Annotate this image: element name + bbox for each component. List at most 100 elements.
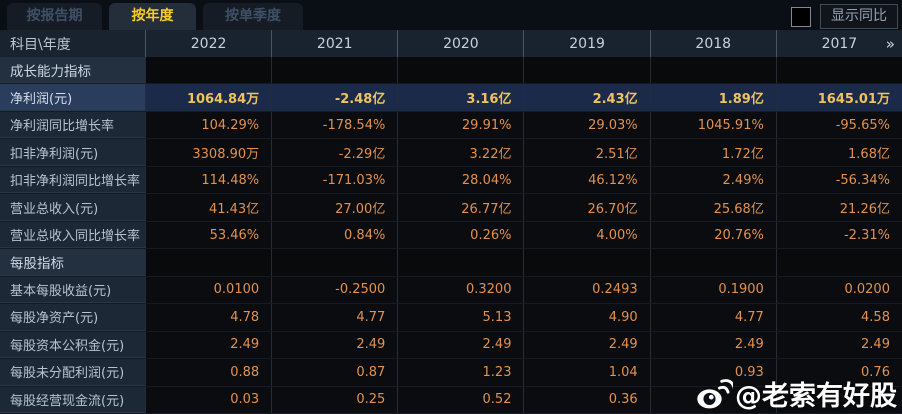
- value-cell: 1045.91%: [649, 111, 776, 139]
- value-cell: [271, 249, 398, 276]
- value-cell: 0.2493: [523, 276, 650, 304]
- section-header-row: 每股指标: [0, 249, 902, 277]
- value-cell: 2.49: [145, 331, 272, 359]
- value-cell: 4.78: [145, 304, 272, 331]
- year-column-header: 2019: [523, 30, 649, 57]
- more-years-icon[interactable]: »: [885, 34, 895, 53]
- row-label: 每股经营现金流(元): [0, 386, 145, 414]
- row-label: 营业总收入同比增长率: [0, 221, 145, 249]
- row-label: 每股净资产(元): [0, 304, 145, 331]
- row-label: 每股资本公积金(元): [0, 331, 145, 359]
- value-cell: 0.87: [271, 359, 398, 386]
- value-cell: 28.04%: [397, 166, 524, 194]
- tab-single-quarter[interactable]: 按单季度: [203, 3, 303, 30]
- value-cell: 0.3200: [397, 276, 524, 304]
- value-cell: 3.22亿: [397, 139, 524, 166]
- row-label: 每股未分配利润(元): [0, 359, 145, 386]
- tab-annual[interactable]: 按年度: [109, 3, 196, 30]
- value-cell: 0.88: [145, 359, 272, 386]
- value-cell: 2.43亿: [523, 84, 650, 111]
- value-cell: 104.29%: [145, 111, 272, 139]
- row-label: 扣非净利润(元): [0, 139, 145, 166]
- year-column-header: 2021: [271, 30, 397, 57]
- value-cell: 21.26亿: [775, 194, 902, 221]
- table-row: 基本每股收益(元) 0.0100 -0.2500 0.3200 0.2493 0.1900…: [0, 276, 902, 305]
- value-cell: 53.46%: [145, 221, 272, 249]
- year-label: 2018: [695, 35, 732, 52]
- value-cell: 41.43亿: [145, 194, 272, 221]
- value-cell: 3308.90万: [145, 139, 272, 166]
- value-cell: 29.91%: [397, 111, 524, 139]
- value-cell: [145, 57, 272, 84]
- value-cell: 29.03%: [523, 111, 650, 139]
- value-cell: [271, 57, 398, 84]
- watermark-text: @老索有好股: [735, 381, 897, 412]
- value-cell: [775, 386, 902, 414]
- period-tab-bar: 按报告期 按年度 按单季度 显示同比: [0, 0, 902, 30]
- value-cell: -2.31%: [775, 221, 902, 249]
- table-header-row: 科目\年度 2022 2021 2020 2019 2018 2017 »: [0, 30, 902, 57]
- watermark: @老索有好股: [695, 374, 897, 413]
- value-cell: 0.0200: [775, 276, 902, 304]
- year-column-header: 2022: [145, 30, 271, 57]
- value-cell: [145, 249, 272, 276]
- value-cell: 2.49: [397, 331, 524, 359]
- weibo-icon: [695, 377, 733, 410]
- year-column-header: 2020: [397, 30, 523, 57]
- value-cell: 4.90: [523, 304, 650, 331]
- year-label: 2021: [316, 35, 353, 52]
- value-cell: 1645.01万: [775, 84, 902, 111]
- value-cell: [775, 249, 902, 276]
- value-cell: 0.03: [145, 386, 272, 414]
- value-cell: 2.49: [775, 331, 902, 359]
- value-cell: 0.93: [649, 359, 776, 386]
- value-cell: 26.70亿: [523, 194, 650, 221]
- value-cell: 1.68亿: [775, 139, 902, 166]
- row-label: 每股指标: [0, 249, 145, 276]
- year-label: 2020: [443, 35, 479, 52]
- value-cell: 0.1900: [649, 276, 776, 304]
- table-row: 营业总收入同比增长率 53.46% 0.84% 0.26% 4.00% 20.76% -2.…: [0, 221, 902, 250]
- value-cell: 1.23: [397, 359, 524, 386]
- show-yoy-button[interactable]: 显示同比: [820, 4, 898, 29]
- value-cell: -95.65%: [775, 111, 902, 139]
- table-row: 扣非净利润(元) 3308.90万 -2.29亿 3.22亿 2.51亿 1.72亿 1.6…: [0, 139, 902, 167]
- value-cell: 2.51亿: [523, 139, 650, 166]
- row-label: 净利润(元): [0, 84, 145, 111]
- table-row: 每股未分配利润(元) 0.88 0.87 1.23 1.04 0.93 0.76: [0, 359, 902, 387]
- value-cell: 1064.84万: [145, 84, 272, 111]
- value-cell: 27.00亿: [271, 194, 398, 221]
- value-cell: 114.48%: [145, 166, 272, 194]
- value-cell: 0.26%: [397, 221, 524, 249]
- value-cell: 46.12%: [523, 166, 650, 194]
- value-cell: 5.13: [397, 304, 524, 331]
- row-label: 营业总收入(元): [0, 194, 145, 221]
- yoy-controls: 显示同比: [791, 4, 898, 29]
- value-cell: 25.68亿: [649, 194, 776, 221]
- year-column-header: 2018: [649, 30, 776, 57]
- show-yoy-checkbox[interactable]: [791, 6, 811, 27]
- value-cell: 0.76: [775, 359, 902, 386]
- table-row: 营业总收入(元) 41.43亿 27.00亿 26.77亿 26.70亿 25.68亿 21…: [0, 194, 902, 222]
- value-cell: 0.0100: [145, 276, 272, 304]
- value-cell: 20.76%: [649, 221, 776, 249]
- tab-report-period[interactable]: 按报告期: [7, 3, 102, 30]
- value-cell: 0.52: [397, 386, 524, 414]
- row-label: 净利润同比增长率: [0, 111, 145, 139]
- value-cell: 0.36: [523, 386, 650, 414]
- table-body: 成长能力指标 净利润(元) 1064.84万 -2.48亿 3.16亿 2.43亿 1.89…: [0, 57, 902, 414]
- value-cell: 0.25: [271, 386, 398, 414]
- value-cell: 26.77亿: [397, 194, 524, 221]
- section-header-row: 成长能力指标: [0, 57, 902, 85]
- value-cell: 4.77: [271, 304, 398, 331]
- value-cell: [523, 249, 650, 276]
- value-cell: 1.89亿: [649, 84, 776, 111]
- table-row: 每股经营现金流(元) 0.03 0.25 0.52 0.36: [0, 386, 902, 414]
- value-cell: 3.16亿: [397, 84, 524, 111]
- value-cell: 2.49%: [649, 166, 776, 194]
- table-row: 净利润(元) 1064.84万 -2.48亿 3.16亿 2.43亿 1.89亿 1645.…: [0, 84, 902, 112]
- table-row: 每股净资产(元) 4.78 4.77 5.13 4.90 4.77 4.58: [0, 304, 902, 332]
- value-cell: 4.00%: [523, 221, 650, 249]
- value-cell: [649, 57, 776, 84]
